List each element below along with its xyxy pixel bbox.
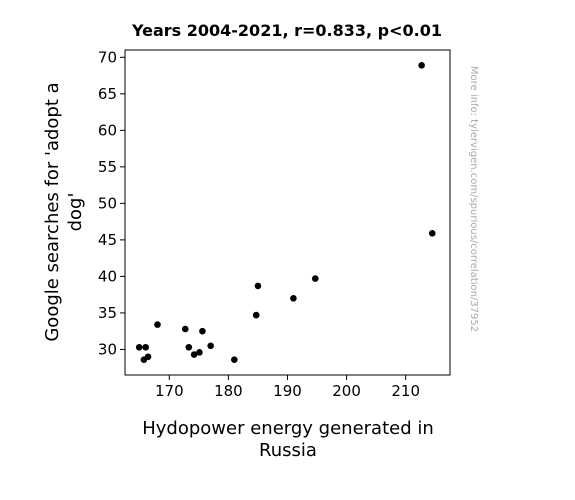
data-point xyxy=(311,275,319,282)
y-tick-label: 30 xyxy=(98,340,117,358)
y-tick-label: 60 xyxy=(98,121,117,139)
data-point xyxy=(428,230,436,237)
data-point xyxy=(252,311,260,319)
y-axis: 30 35 40 45 50 55 60 65 70 xyxy=(98,48,125,358)
data-point xyxy=(199,327,206,335)
y-tick-label: 45 xyxy=(98,231,117,249)
data-point xyxy=(181,325,189,333)
data-point xyxy=(196,349,203,356)
y-tick-label: 55 xyxy=(98,158,117,176)
x-tick-label: 170 xyxy=(155,382,184,400)
x-tick-label: 180 xyxy=(214,382,243,400)
x-axis-label-line1: Hydopower energy generated in xyxy=(142,418,434,439)
y-axis-label-line2: dog' xyxy=(65,193,86,232)
data-point xyxy=(254,282,262,290)
data-point xyxy=(190,351,198,358)
y-tick-label: 35 xyxy=(98,304,117,322)
data-point xyxy=(207,342,214,350)
data-point xyxy=(290,295,297,302)
y-tick-label: 40 xyxy=(98,267,117,285)
data-point xyxy=(135,343,143,351)
plot-area xyxy=(124,49,451,376)
data-point xyxy=(154,321,161,328)
y-tick-label: 70 xyxy=(98,48,117,66)
x-tick-label: 200 xyxy=(332,382,361,400)
y-axis-label-line1: Google searches for 'adopt a xyxy=(42,82,63,341)
x-tick-label: 190 xyxy=(273,382,302,400)
data-point xyxy=(418,62,425,69)
y-tick-label: 50 xyxy=(98,194,117,212)
y-tick-label: 65 xyxy=(98,85,117,103)
x-tick-label: 210 xyxy=(391,382,420,400)
x-axis-label-line2: Russia xyxy=(259,440,317,461)
data-points xyxy=(135,62,436,363)
data-point xyxy=(144,353,152,361)
chart-title: Years 2004-2021, r=0.833, p<0.01 xyxy=(131,21,442,40)
data-point xyxy=(185,343,193,351)
x-axis: 170 180 190 200 210 xyxy=(155,375,420,400)
source-note: More info: tylervigen.com/spurious/corre… xyxy=(468,66,479,332)
data-point xyxy=(231,356,238,363)
data-point xyxy=(142,343,149,351)
